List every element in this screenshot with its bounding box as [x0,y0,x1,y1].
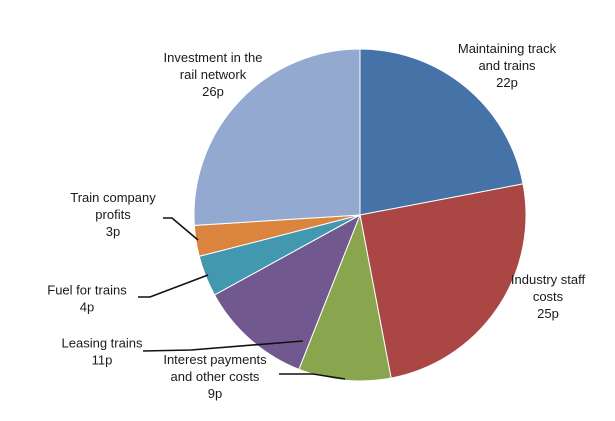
data-label-value-interest-payments-and-other-costs: 9p [208,386,222,401]
data-label-text-train-company-profits: profits [95,207,131,222]
pie-slice-maintaining-track-and-trains [359,48,524,216]
leader-line-interest-payments-and-other-costs [279,373,346,380]
leader-line-train-company-profits [163,217,199,241]
data-label-value-leasing-trains: 11p [92,353,113,368]
data-label-value-investment-in-the-rail-network: 26p [202,84,224,99]
leader-line-leasing-trains [142,340,304,352]
data-label-value-industry-staff-costs: 25p [537,306,559,321]
data-label-value-train-company-profits: 3p [106,224,120,239]
leader-lines [138,217,346,380]
slice-labels: Maintaining track and trains 22p Industry s… [47,41,585,401]
data-label-text-investment-in-the-rail-network: rail network [180,67,247,82]
data-label-text-interest-payments-and-other-costs: Interest payments [163,352,267,367]
data-label-text-train-company-profits: Train company [70,190,156,205]
pie-slices [193,48,527,382]
pie-slice-leasing-trains [213,213,361,370]
data-label-text-industry-staff-costs: Industry staff [511,272,586,287]
leader-line-fuel-for-trains [138,274,209,298]
pie-slice-industry-staff-costs [359,183,527,379]
data-label-text-investment-in-the-rail-network: Investment in the [164,50,263,65]
pie-slice-interest-payments-and-other-costs [298,213,392,382]
data-label-text-maintaining-track-and-trains: Maintaining track [458,41,557,56]
data-label-text-maintaining-track-and-trains: and trains [478,58,536,73]
data-label-value-maintaining-track-and-trains: 22p [496,75,518,90]
pie-slice-investment-in-the-rail-network [193,48,361,226]
data-label-text-leasing-trains: Leasing trains [62,336,143,351]
data-label-text-industry-staff-costs: costs [533,289,564,304]
data-label-value-fuel-for-trains: 4p [80,300,94,315]
data-label-text-fuel-for-trains: Fuel for trains [47,283,127,298]
data-label-text-interest-payments-and-other-costs: and other costs [171,369,260,384]
